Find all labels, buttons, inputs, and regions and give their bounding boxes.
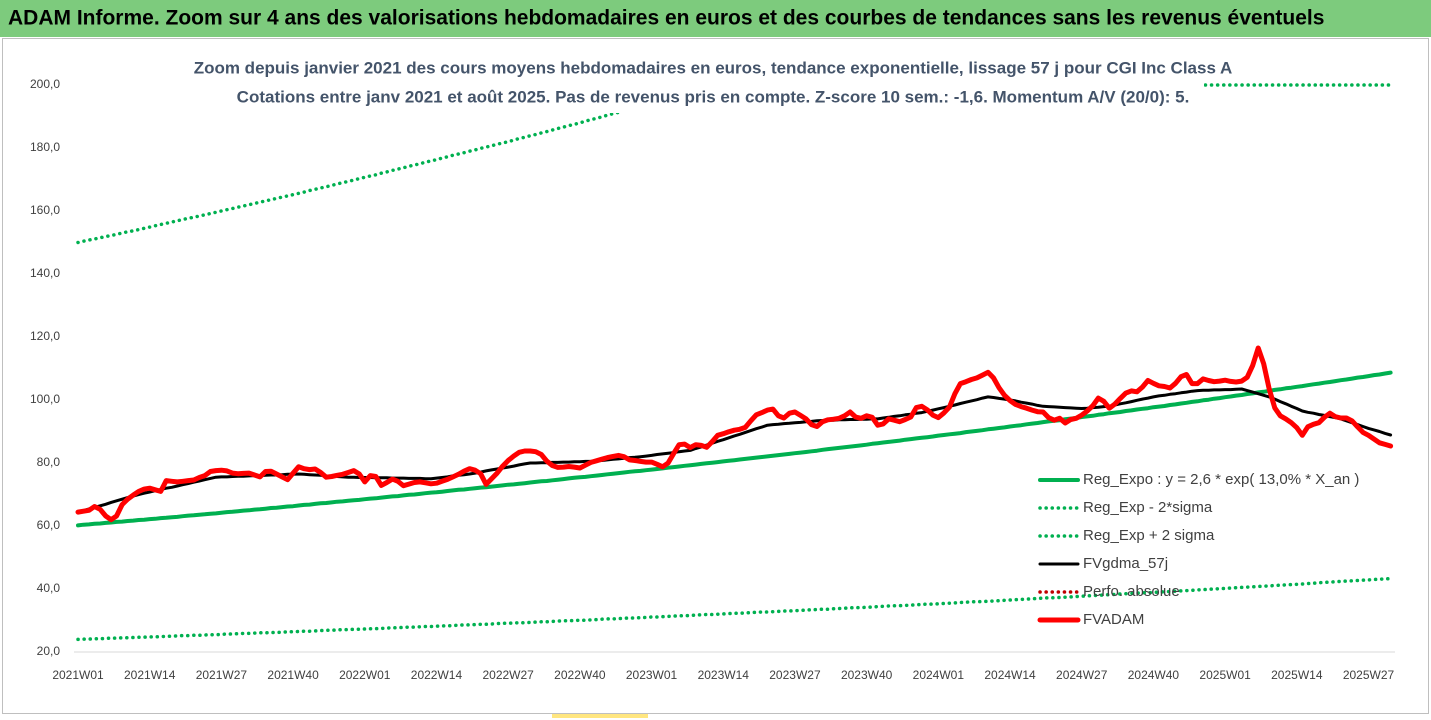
chart-frame xyxy=(2,38,1429,714)
x-tick-label: 2023W01 xyxy=(626,668,678,682)
x-tick-label: 2025W14 xyxy=(1271,668,1323,682)
x-tick-label: 2021W01 xyxy=(52,668,104,682)
plot-area: 20,0 40,0 60,0 80,0 100,0 120,0 140,0 160,0 180,… xyxy=(30,77,1395,682)
y-tick-label: 160,0 xyxy=(30,203,60,217)
x-tick-label: 2024W40 xyxy=(1128,668,1180,682)
x-tick-label: 2024W14 xyxy=(984,668,1036,682)
y-tick-label: 140,0 xyxy=(30,266,60,280)
y-tick-label: 180,0 xyxy=(30,140,60,154)
legend-label: FVgdma_57j xyxy=(1083,555,1168,572)
y-tick-label: 20,0 xyxy=(37,644,61,658)
x-tick-label: 2022W27 xyxy=(482,668,534,682)
x-tick-label: 2022W01 xyxy=(339,668,391,682)
y-tick-label: 200,0 xyxy=(30,77,60,91)
legend-label: Reg_Expo : y = 2,6 * exp( 13,0% * X_an ) xyxy=(1083,471,1359,488)
page-title: ADAM Informe. Zoom sur 4 ans des valoris… xyxy=(8,7,1324,30)
x-tick-label: 2022W40 xyxy=(554,668,606,682)
y-tick-label: 120,0 xyxy=(30,329,60,343)
x-tick-label: 2024W27 xyxy=(1056,668,1108,682)
footer-tab xyxy=(552,714,648,718)
x-tick-label: 2025W01 xyxy=(1199,668,1251,682)
y-tick-label: 80,0 xyxy=(37,455,61,469)
y-tick-label: 60,0 xyxy=(37,518,61,532)
x-tick-label: 2023W14 xyxy=(698,668,750,682)
x-tick-label: 2023W27 xyxy=(769,668,821,682)
y-tick-label: 100,0 xyxy=(30,392,60,406)
header-bar xyxy=(0,0,1431,37)
title-box xyxy=(222,55,1204,113)
x-tick-label: 2021W27 xyxy=(196,668,248,682)
series-line xyxy=(76,576,1393,642)
legend-label: Reg_Exp + 2 sigma xyxy=(1083,527,1215,544)
x-tick-label: 2023W40 xyxy=(841,668,893,682)
legend-label: FVADAM xyxy=(1083,611,1144,628)
legend: Reg_Expo : y = 2,6 * exp( 13,0% * X_an )… xyxy=(1037,471,1359,628)
x-tick-label: 2025W27 xyxy=(1343,668,1395,682)
chart-subtitle: Cotations entre janv 2021 et août 2025. … xyxy=(237,87,1190,106)
x-tick-label: 2024W01 xyxy=(913,668,965,682)
legend-label: Reg_Exp - 2*sigma xyxy=(1083,499,1213,516)
chart-title: Zoom depuis janvier 2021 des cours moyen… xyxy=(194,58,1233,77)
x-tick-label: 2021W14 xyxy=(124,668,176,682)
legend-label: Perfo. absolue xyxy=(1083,583,1180,600)
x-tick-label: 2022W14 xyxy=(411,668,463,682)
series-line xyxy=(75,345,1394,523)
series-line xyxy=(76,387,1393,514)
y-tick-label: 40,0 xyxy=(37,581,61,595)
series-line xyxy=(76,370,1393,528)
x-tick-label: 2021W40 xyxy=(267,668,319,682)
